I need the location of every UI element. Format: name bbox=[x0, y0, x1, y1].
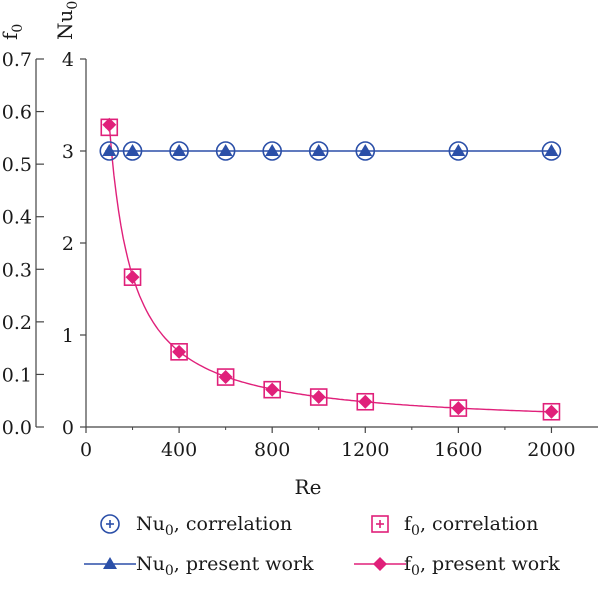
data-point-triangle bbox=[544, 144, 559, 156]
data-point-diamond bbox=[102, 117, 117, 132]
data-point-triangle bbox=[451, 144, 466, 156]
data-point-diamond bbox=[311, 390, 326, 405]
f0-axis-label-sub: 0 bbox=[10, 24, 26, 33]
data-point-triangle bbox=[103, 557, 117, 569]
f0-tick-label: 0.4 bbox=[2, 207, 32, 229]
data-point-square-plus bbox=[371, 515, 389, 533]
x-tick-label: 400 bbox=[161, 439, 197, 461]
x-axis-label: Re bbox=[295, 475, 322, 499]
data-point-diamond bbox=[265, 382, 280, 397]
legend-label: f0, present work bbox=[404, 553, 560, 579]
legend-entry: f0, present work bbox=[354, 553, 560, 579]
series-line bbox=[108, 124, 552, 413]
nu0-axis-label-main: Nu bbox=[53, 10, 77, 41]
nu0-tick-label: 3 bbox=[62, 141, 74, 163]
data-point-diamond bbox=[218, 370, 233, 385]
nu0-axis-label: Nu0 bbox=[53, 1, 81, 40]
nu0-tick-label: 2 bbox=[62, 233, 74, 255]
legend-entry: Nu0, correlation bbox=[100, 513, 292, 539]
data-point-triangle bbox=[102, 144, 117, 156]
f0-tick-label: 0.1 bbox=[2, 364, 32, 386]
x-tick-label: 1600 bbox=[434, 439, 482, 461]
nu0-tick-label: 4 bbox=[62, 49, 74, 71]
nu0-axis: 0 1 2 3 4 bbox=[62, 49, 86, 439]
f0-tick-label: 0.2 bbox=[2, 312, 32, 334]
f0-tick-label: 0.3 bbox=[2, 259, 32, 281]
plot-frame bbox=[85, 59, 598, 428]
x-tick-label: 2000 bbox=[527, 439, 575, 461]
data-point-diamond bbox=[544, 404, 559, 419]
data-point-triangle bbox=[218, 144, 233, 156]
legend-entry: Nu0, present work bbox=[84, 553, 314, 579]
series-markers bbox=[99, 117, 562, 421]
svg-text:Nu0: Nu0 bbox=[53, 1, 81, 40]
data-point-diamond bbox=[358, 394, 373, 409]
f0-tick-label: 0.5 bbox=[2, 154, 32, 176]
f0-axis-label-main: f bbox=[0, 31, 22, 40]
f0-axis: 0.0 0.1 0.2 0.3 0.4 0.5 0.6 0.7 bbox=[2, 49, 44, 439]
nu0-axis-label-sub: 0 bbox=[65, 1, 81, 10]
f0-axis-label: f0 bbox=[0, 24, 26, 40]
svg-text:f0: f0 bbox=[0, 24, 26, 40]
nu0-tick-label: 1 bbox=[62, 325, 74, 347]
data-point-diamond bbox=[451, 401, 466, 416]
series-lines bbox=[108, 124, 552, 413]
f0-tick-label: 0.0 bbox=[2, 417, 32, 439]
data-point-triangle bbox=[358, 144, 373, 156]
data-point-triangle bbox=[311, 144, 326, 156]
legend-label: Nu0, correlation bbox=[136, 513, 292, 539]
data-point-triangle bbox=[125, 144, 140, 156]
data-point-diamond bbox=[125, 270, 140, 285]
x-tick-label: 1200 bbox=[341, 439, 389, 461]
legend-label: f0, correlation bbox=[404, 513, 538, 539]
f0-tick-label: 0.6 bbox=[2, 102, 32, 124]
data-point-circle-plus bbox=[100, 514, 120, 534]
data-point-triangle bbox=[172, 144, 187, 156]
f0-tick-label: 0.7 bbox=[2, 49, 32, 71]
x-tick-label: 800 bbox=[254, 439, 290, 461]
legend-entry: f0, correlation bbox=[371, 513, 538, 539]
data-point-diamond bbox=[373, 557, 387, 571]
x-tick-label: 0 bbox=[80, 439, 92, 461]
legend: Nu0, correlation f0, correlation Nu0, pres… bbox=[84, 513, 560, 579]
data-point-diamond bbox=[172, 344, 187, 359]
data-point-triangle bbox=[265, 144, 280, 156]
x-axis: 0 400 800 1200 1600 2000 bbox=[80, 427, 576, 461]
nu0-tick-label: 0 bbox=[62, 417, 74, 439]
legend-label: Nu0, present work bbox=[136, 553, 314, 579]
